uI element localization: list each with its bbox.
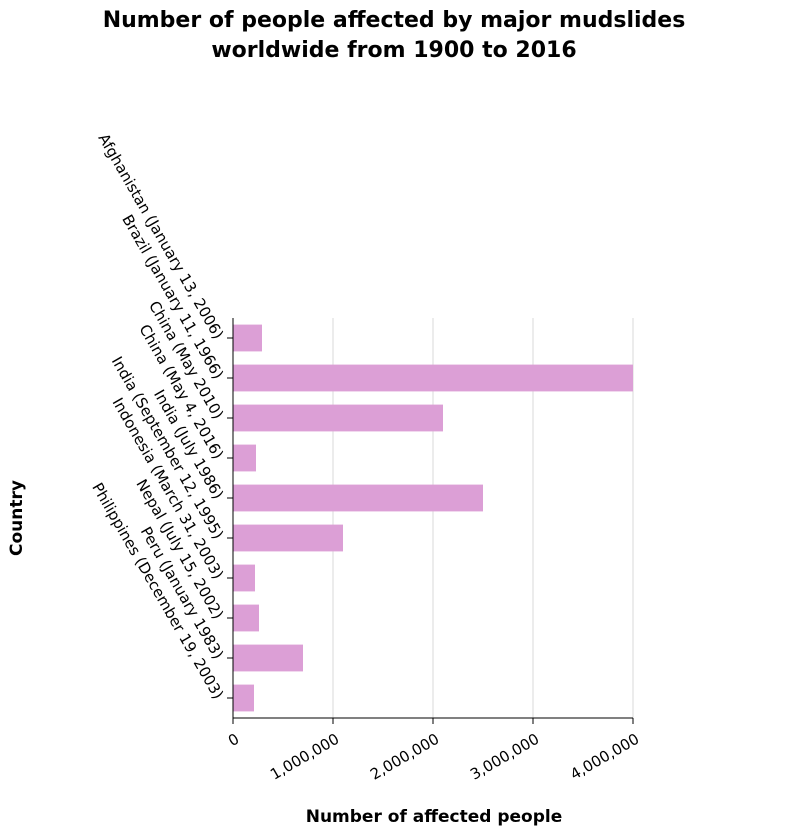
x-tick-label: 3,000,000 bbox=[467, 730, 542, 784]
chart-title-line-1: Number of people affected by major mudsl… bbox=[102, 8, 686, 33]
bar bbox=[233, 604, 259, 632]
bar bbox=[233, 524, 343, 552]
x-tick-label: 1,000,000 bbox=[267, 730, 342, 784]
bar bbox=[233, 684, 254, 712]
chart-title-line-2: worldwide from 1900 to 2016 bbox=[211, 38, 577, 63]
bars bbox=[233, 324, 633, 712]
bar bbox=[233, 444, 256, 472]
y-axis: Afghanistan (January 13, 2006)Brazil (Ja… bbox=[88, 130, 234, 718]
bar bbox=[233, 644, 303, 672]
x-tick-label: 4,000,000 bbox=[567, 730, 642, 784]
bar bbox=[233, 364, 633, 392]
x-tick-label: 0 bbox=[225, 730, 242, 750]
x-axis: 0 1,000,000 2,000,000 3,000,000 4,000,000 bbox=[225, 717, 642, 784]
bar bbox=[233, 484, 483, 512]
chart-title: Number of people affected by major mudsl… bbox=[0, 6, 788, 66]
x-axis-label: Number of affected people bbox=[306, 807, 563, 827]
bar bbox=[233, 324, 262, 352]
bar bbox=[233, 404, 443, 432]
y-axis-label: Country bbox=[7, 480, 27, 556]
bar bbox=[233, 564, 255, 592]
x-tick-label: 2,000,000 bbox=[367, 730, 442, 784]
